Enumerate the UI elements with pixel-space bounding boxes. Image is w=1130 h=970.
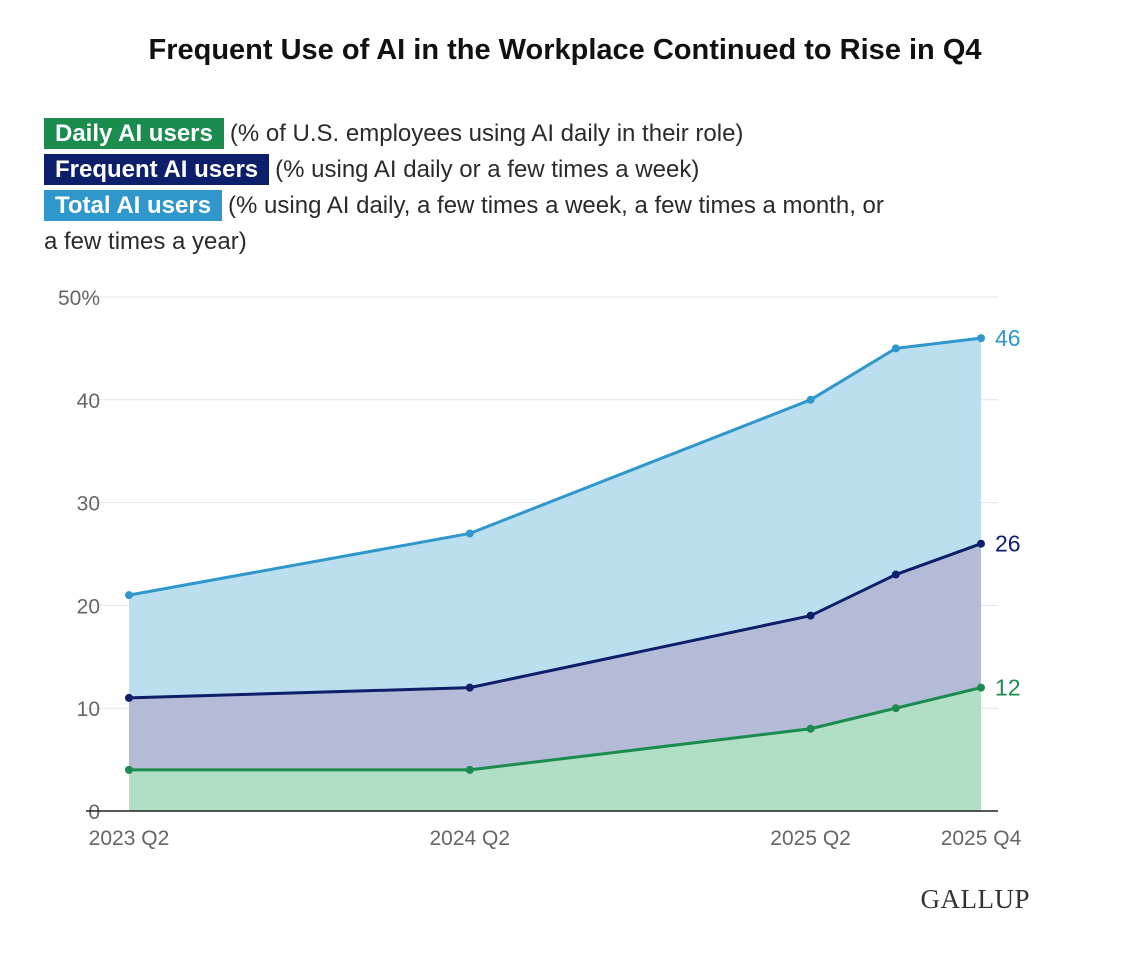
point-total-ai-users-2025-q3 xyxy=(891,344,900,353)
point-total-ai-users-2025-q4 xyxy=(977,334,985,343)
legend-tag-frequent: Frequent AI users xyxy=(44,154,270,185)
point-total-ai-users-2024-q2 xyxy=(465,529,474,538)
chart-title: Frequent Use of AI in the Workplace Cont… xyxy=(148,34,982,66)
legend-desc-total: (% using AI daily, a few times a week, a… xyxy=(228,192,884,219)
point-daily-ai-users-2024-q2 xyxy=(465,765,474,774)
x-tick-label-2025-q2: 2025 Q2 xyxy=(770,827,851,850)
y-tick-label-10: 10 xyxy=(77,698,100,721)
area-chart: 0 10 20 30 40 50% 46 26 12 2023 Q2 2024 Q2 2025 Q2 2… xyxy=(58,287,1022,850)
point-daily-ai-users-2025-q3 xyxy=(891,704,900,713)
x-tick-label-2023-q2: 2023 Q2 xyxy=(89,827,170,850)
end-label-daily-ai-users: 12 xyxy=(995,675,1021,701)
point-total-ai-users-2023-q2 xyxy=(125,591,133,600)
legend-item-frequent: Frequent AI users (% using AI daily or a … xyxy=(44,152,1044,188)
point-frequent-ai-users-2025-q2 xyxy=(806,611,815,620)
legend-tag-total: Total AI users xyxy=(44,190,223,221)
legend-desc-total-cont: a few times a year) xyxy=(44,228,247,255)
legend: Daily AI users (% of U.S. employees using… xyxy=(44,116,1044,260)
end-label-frequent-ai-users: 26 xyxy=(995,531,1021,557)
legend-desc-daily: (% of U.S. employees using AI daily in t… xyxy=(229,120,744,147)
x-tick-label-2025-q4: 2025 Q4 xyxy=(941,827,1022,850)
point-daily-ai-users-2025-q2 xyxy=(806,724,815,733)
gallup-logo: GALLUP xyxy=(920,884,1030,914)
y-tick-label-30: 30 xyxy=(77,493,100,516)
point-daily-ai-users-2023-q2 xyxy=(125,765,133,774)
legend-item-daily: Daily AI users (% of U.S. employees using… xyxy=(44,116,1044,152)
legend-desc-frequent: (% using AI daily or a few times a week) xyxy=(275,156,700,183)
y-tick-label-50: 50% xyxy=(58,287,100,310)
end-label-total-ai-users: 46 xyxy=(995,325,1021,351)
x-tick-label-2024-q2: 2024 Q2 xyxy=(430,827,511,850)
legend-item-total: Total AI users (% using AI daily, a few t… xyxy=(44,188,1044,224)
point-frequent-ai-users-2025-q4 xyxy=(977,539,985,548)
area-daily-ai-users xyxy=(129,687,981,811)
point-daily-ai-users-2025-q4 xyxy=(977,683,985,692)
legend-tag-daily: Daily AI users xyxy=(44,118,224,149)
y-tick-label-40: 40 xyxy=(77,390,100,413)
point-frequent-ai-users-2025-q3 xyxy=(891,570,900,579)
y-tick-label-0: 0 xyxy=(88,801,100,824)
point-frequent-ai-users-2024-q2 xyxy=(465,683,474,692)
point-total-ai-users-2025-q2 xyxy=(806,395,815,404)
y-tick-label-20: 20 xyxy=(77,595,100,618)
point-frequent-ai-users-2023-q2 xyxy=(125,693,133,702)
